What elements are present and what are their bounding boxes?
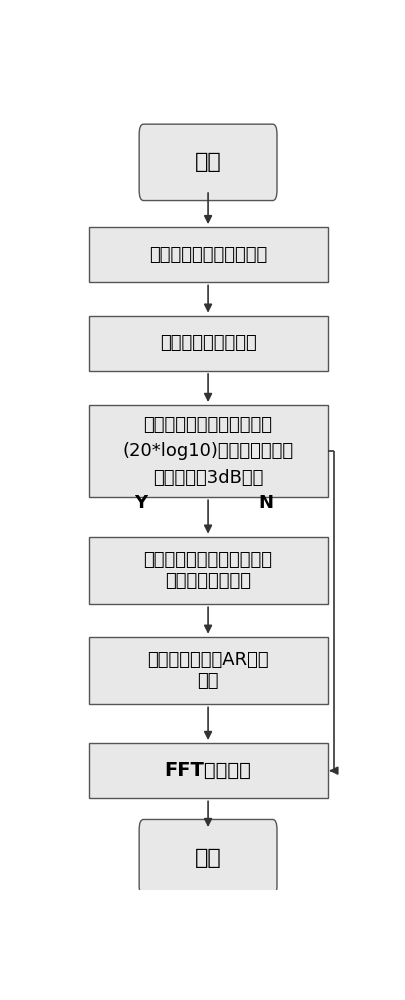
Bar — [88, 637, 327, 704]
Text: 检测冲击响应干扰区: 检测冲击响应干扰区 — [159, 334, 256, 352]
Text: 在时域内检测采样点幅度値: 在时域内检测采样点幅度値 — [143, 416, 272, 434]
Text: (20*log10)大于所有采样点: (20*log10)大于所有采样点 — [122, 442, 293, 460]
Bar — [88, 537, 327, 604]
Text: FFT输出结果: FFT输出结果 — [164, 761, 251, 780]
FancyBboxPatch shape — [139, 124, 276, 201]
Text: 开始: 开始 — [194, 152, 221, 172]
Text: 确定干扰区点，挖除干扰区
的冲击响应干扰点: 确定干扰区点，挖除干扰区 的冲击响应干扰点 — [143, 551, 272, 590]
Text: 结束: 结束 — [194, 848, 221, 868]
Bar — [88, 743, 327, 798]
Bar — [88, 316, 327, 371]
Text: 雷达液位计时域回波数据: 雷达液位计时域回波数据 — [149, 246, 266, 264]
Bar — [88, 405, 327, 497]
FancyBboxPatch shape — [139, 819, 276, 896]
Bar — [88, 227, 327, 282]
Text: N: N — [258, 494, 273, 512]
Text: 幅度平均側3dB的点: 幅度平均側3dB的点 — [153, 469, 262, 487]
Text: 在干扰区内基于AR模型
内插: 在干扰区内基于AR模型 内插 — [147, 651, 268, 690]
Text: Y: Y — [134, 494, 147, 512]
